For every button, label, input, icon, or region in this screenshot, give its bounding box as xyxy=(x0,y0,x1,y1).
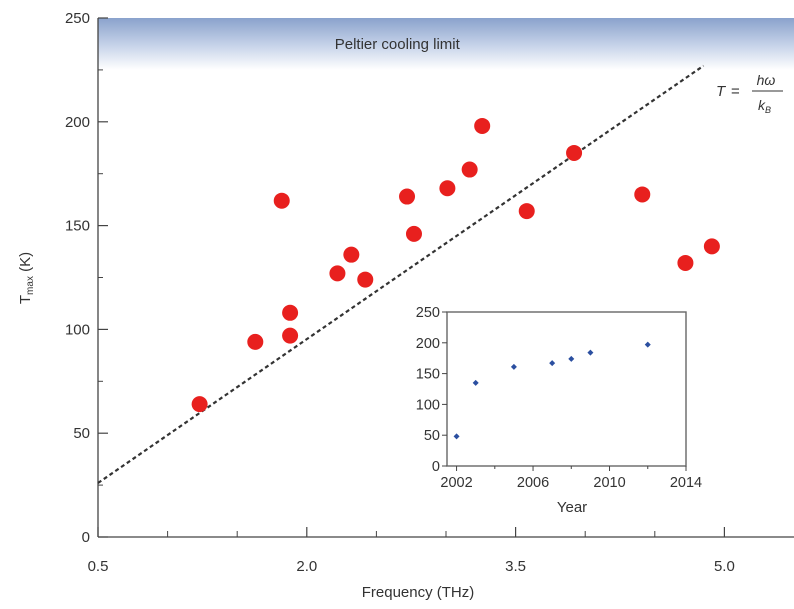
inset-y-tick-label: 0 xyxy=(432,459,440,475)
limit-line xyxy=(97,64,705,484)
y-tick-label: 200 xyxy=(65,114,90,131)
x-tick-label: 2.0 xyxy=(296,558,317,575)
y-tick-label: 250 xyxy=(65,10,90,27)
data-point xyxy=(273,192,290,209)
inset-data-point xyxy=(510,363,517,370)
data-point xyxy=(518,203,535,220)
limit-equation: T = hω kB xyxy=(716,72,783,115)
inset-data-point xyxy=(587,349,594,356)
data-point xyxy=(357,271,374,288)
inset-data-point xyxy=(453,433,460,440)
data-point xyxy=(461,161,478,178)
y-tick-label: 0 xyxy=(82,529,90,546)
peltier-limit-label: Peltier cooling limit xyxy=(335,36,461,53)
equation-equals: = xyxy=(731,83,740,100)
data-point xyxy=(405,225,422,242)
inset-x-tick-label: 2006 xyxy=(517,475,549,491)
data-point xyxy=(247,333,264,350)
inset-y-tick-label: 100 xyxy=(416,397,440,413)
inset-frame xyxy=(446,311,687,467)
inset-chart: 0 50 100 150 200 250 2002 2006 2010 2014 xyxy=(416,305,702,491)
y-tick-label: 100 xyxy=(65,321,90,338)
inset-y-tick-label: 200 xyxy=(416,336,440,352)
peltier-limit-band xyxy=(98,18,794,70)
x-tick-label: 0.5 xyxy=(88,558,109,575)
data-point xyxy=(439,180,456,197)
inset-y-tick-label: 150 xyxy=(416,367,440,383)
inset-x-tick-label: 2010 xyxy=(593,475,625,491)
inset-x-tick-label: 2002 xyxy=(440,475,472,491)
y-tick-label: 150 xyxy=(65,218,90,235)
inset-y-tick-label: 50 xyxy=(424,428,440,444)
inset-data-point xyxy=(472,379,479,386)
data-point xyxy=(282,327,299,344)
inset-x-axis-title: Year xyxy=(557,499,587,516)
equation-denominator: kB xyxy=(758,97,771,115)
data-point xyxy=(343,246,360,263)
equation-numerator: hω xyxy=(757,72,776,88)
inset-x-tick-label: 2014 xyxy=(670,475,702,491)
data-point xyxy=(329,265,346,282)
data-point xyxy=(703,238,720,255)
x-tick-label: 5.0 xyxy=(714,558,735,575)
data-point xyxy=(566,144,583,161)
data-point xyxy=(677,254,694,271)
x-axis-title: Frequency (THz) xyxy=(362,584,475,601)
inset-y-tick-label: 250 xyxy=(416,305,440,321)
data-point xyxy=(282,304,299,321)
equation-lhs: T xyxy=(716,83,727,100)
y-axis-title: Tmax (K) xyxy=(17,252,36,304)
data-point xyxy=(399,188,416,205)
x-tick-label: 3.5 xyxy=(505,558,526,575)
y-tick-label: 50 xyxy=(73,425,90,442)
data-point xyxy=(191,396,208,413)
inset-data-point xyxy=(644,341,651,348)
data-point xyxy=(634,186,651,203)
inset-data-point xyxy=(549,360,556,367)
data-point xyxy=(474,117,491,134)
main-points xyxy=(191,117,720,413)
inset-data-point xyxy=(568,355,575,362)
